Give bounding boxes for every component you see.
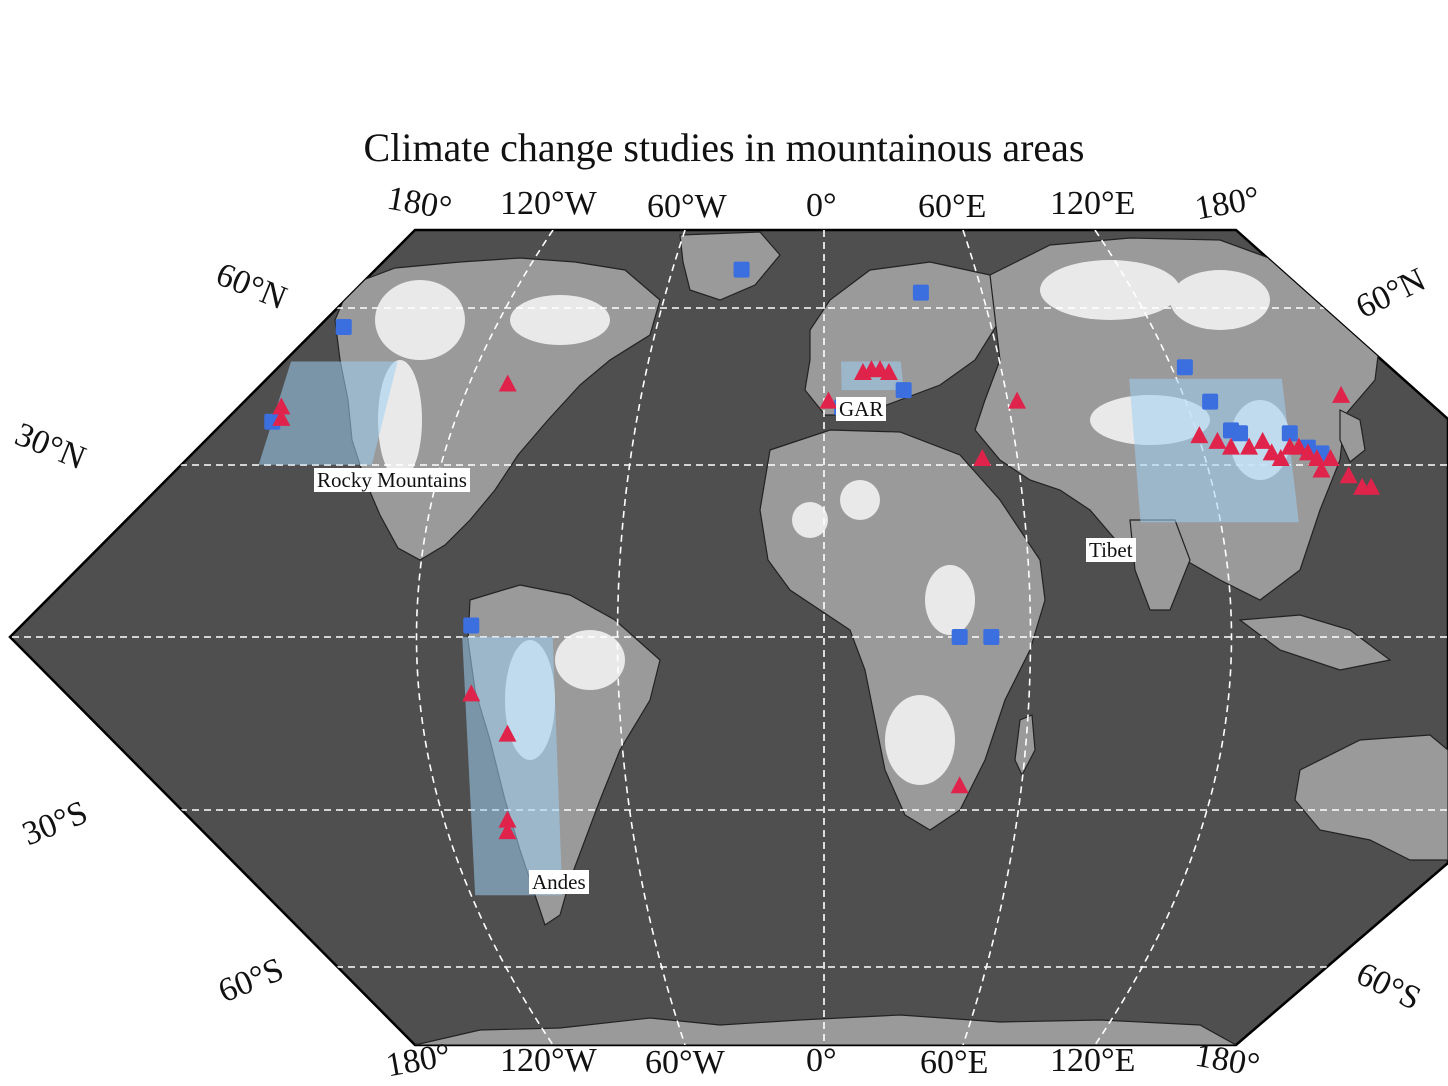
region-box-rocky-mountains bbox=[258, 361, 398, 465]
antarctica-landmass bbox=[414, 1014, 1239, 1045]
lon-label-bottom-120e: 120°E bbox=[1050, 1042, 1136, 1079]
square-marker bbox=[292, 284, 309, 301]
triangle-marker bbox=[973, 449, 992, 467]
lon-label-top-60e: 60°E bbox=[918, 188, 987, 225]
region-box-andes bbox=[462, 637, 563, 896]
triangle-marker bbox=[1271, 449, 1290, 467]
africa-landmass bbox=[759, 429, 1046, 831]
triangle-marker bbox=[498, 822, 517, 840]
triangle-marker bbox=[498, 374, 517, 392]
study-markers bbox=[264, 261, 1381, 840]
graticule bbox=[10, 230, 1448, 1045]
lon-label-top-120w: 120°W bbox=[500, 185, 597, 222]
square-marker bbox=[912, 284, 929, 301]
lon-label-top-60w: 60°W bbox=[647, 188, 727, 225]
triangle-marker bbox=[1190, 426, 1209, 444]
triangle-marker bbox=[498, 810, 517, 828]
square-marker bbox=[335, 319, 352, 336]
triangle-marker bbox=[462, 684, 481, 702]
triangle-marker bbox=[1312, 460, 1331, 478]
triangle-marker bbox=[1240, 437, 1259, 455]
lon-label-top-0: 0° bbox=[806, 187, 837, 224]
square-marker bbox=[983, 629, 1000, 645]
triangle-marker bbox=[1008, 391, 1027, 409]
triangle-marker bbox=[1362, 477, 1381, 495]
square-marker bbox=[951, 629, 968, 645]
square-marker bbox=[733, 261, 750, 278]
japan-landmass bbox=[1339, 409, 1366, 463]
lon-label-bottom-60e: 60°E bbox=[920, 1044, 989, 1081]
study-regions bbox=[258, 361, 1299, 896]
square-marker bbox=[463, 617, 480, 634]
triangle-marker bbox=[498, 724, 517, 742]
triangle-marker bbox=[879, 362, 898, 380]
triangle-marker bbox=[1298, 443, 1317, 461]
region-label-gar: GAR bbox=[836, 397, 887, 421]
triangle-marker bbox=[1208, 431, 1227, 449]
square-marker bbox=[1202, 393, 1219, 410]
square-marker bbox=[895, 382, 912, 399]
region-label-andes: Andes bbox=[529, 870, 589, 894]
triangle-marker bbox=[819, 391, 838, 409]
region-box-tibet bbox=[1129, 378, 1299, 523]
greenland-landmass bbox=[679, 231, 781, 301]
triangle-marker bbox=[950, 776, 969, 794]
lon-label-bottom-120w: 120°W bbox=[500, 1042, 597, 1079]
triangle-marker bbox=[1289, 437, 1308, 455]
lon-label-bottom-0: 0° bbox=[806, 1042, 837, 1079]
indonesia-landmass bbox=[1238, 614, 1392, 671]
lon-label-bottom-60w: 60°W bbox=[645, 1044, 725, 1081]
square-marker bbox=[1281, 425, 1298, 442]
lon-label-top-120e: 120°E bbox=[1050, 185, 1136, 222]
australia-landmass bbox=[1294, 734, 1448, 861]
triangle-marker bbox=[1321, 449, 1340, 467]
triangle-marker bbox=[1253, 431, 1272, 449]
square-marker bbox=[1176, 359, 1193, 376]
triangle-marker bbox=[1222, 437, 1240, 455]
triangle-marker bbox=[1339, 466, 1358, 484]
triangle-marker bbox=[1332, 385, 1351, 403]
square-marker bbox=[1232, 425, 1249, 442]
triangle-marker bbox=[272, 397, 291, 415]
triangle-marker bbox=[1262, 443, 1281, 461]
triangle-marker bbox=[272, 408, 291, 426]
map-title: Climate change studies in mountainous ar… bbox=[363, 125, 1085, 170]
region-label-tibet: Tibet bbox=[1086, 538, 1136, 562]
region-label-rocky-mountains: Rocky Mountains bbox=[314, 468, 470, 492]
